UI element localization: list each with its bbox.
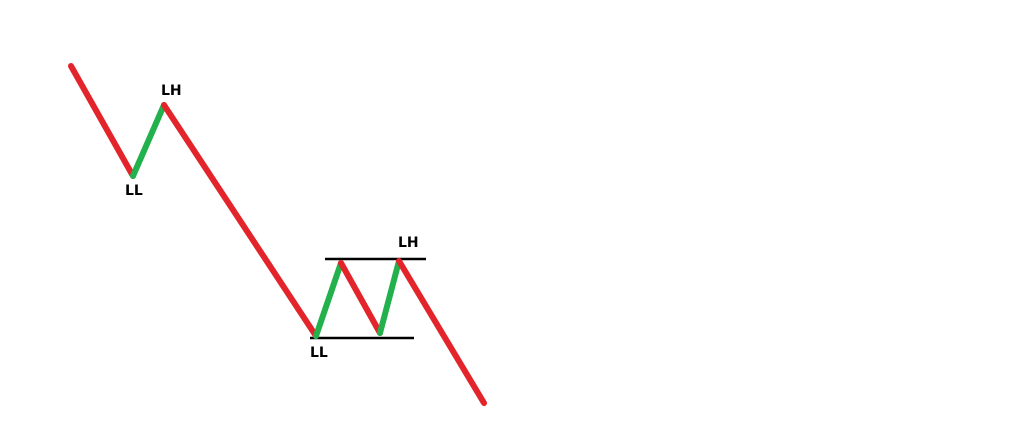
label-second-low: LL: [310, 345, 328, 361]
label-first-low: LL: [125, 183, 143, 199]
label-second-high: LH: [398, 235, 419, 251]
up-leg-1: [130, 102, 167, 179]
up-leg-3: [377, 258, 402, 336]
down-leg-2: [161, 102, 319, 339]
down-leg-1: [68, 63, 136, 179]
down-leg-4: [396, 258, 487, 406]
up-leg-2: [313, 260, 344, 339]
down-leg-3: [338, 260, 383, 336]
label-first-high: LH: [161, 83, 182, 99]
